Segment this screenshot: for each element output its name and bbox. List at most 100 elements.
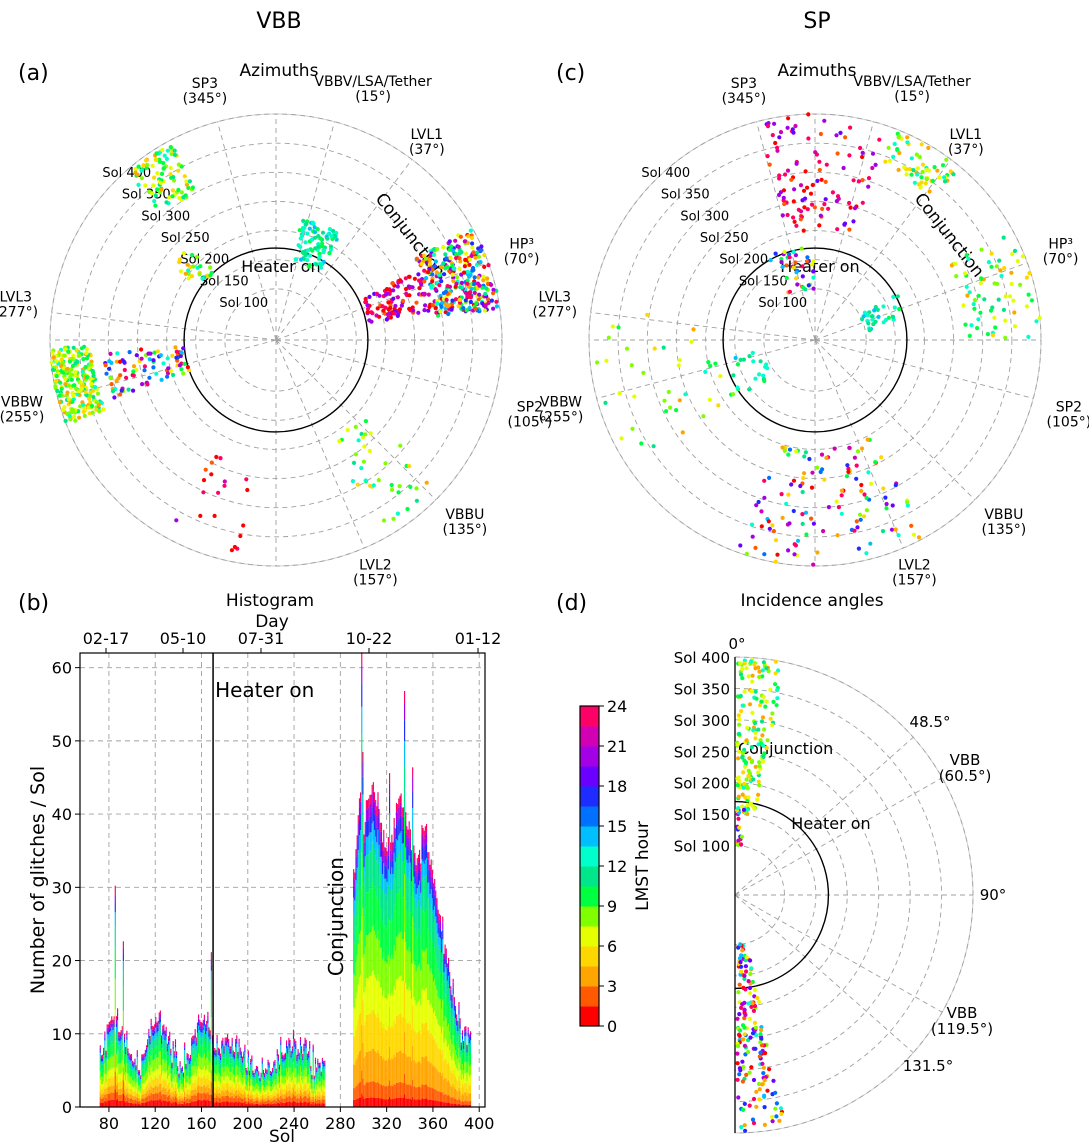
- data-point: [815, 178, 820, 183]
- histogram-bar-segment: [361, 1025, 363, 1071]
- histogram-bar-segment: [301, 1046, 303, 1049]
- histogram-bar-segment: [383, 1098, 385, 1107]
- histogram-bar-segment: [239, 1086, 241, 1093]
- histogram-bar-segment: [238, 1083, 240, 1091]
- data-point: [809, 202, 815, 207]
- histogram-bar-segment: [383, 879, 385, 913]
- histogram-bar-segment: [377, 1081, 379, 1098]
- data-point: [73, 418, 78, 423]
- histogram-bar-segment: [392, 850, 394, 861]
- histogram-bar-segment: [266, 1072, 268, 1075]
- data-point: [480, 285, 485, 290]
- histogram-bar-segment: [159, 1014, 161, 1019]
- histogram-bar-segment: [408, 987, 410, 1022]
- histogram-bar-segment: [181, 1103, 183, 1107]
- histogram-bar-segment: [242, 1062, 244, 1066]
- histogram-bar-segment: [291, 1086, 293, 1093]
- histogram-bar-segment: [194, 1100, 196, 1107]
- data-point: [821, 529, 826, 534]
- data-point: [668, 405, 673, 410]
- histogram-bar-segment: [121, 1087, 123, 1095]
- histogram-bar-segment: [166, 1046, 168, 1049]
- histogram-bar-segment: [136, 1054, 138, 1057]
- data-point: [854, 476, 859, 481]
- histogram-bar-segment: [395, 894, 398, 937]
- histogram-bar-segment: [136, 1066, 138, 1074]
- histogram-bar-segment: [202, 1030, 204, 1036]
- data-point: [767, 526, 772, 531]
- data-point: [632, 394, 637, 399]
- histogram-bar-segment: [99, 1045, 101, 1048]
- data-point: [426, 270, 431, 275]
- histogram-bar-segment: [386, 1030, 388, 1061]
- histogram-bar-segment: [136, 1056, 138, 1061]
- histogram-bar-segment: [384, 1060, 386, 1087]
- data-point: [750, 350, 755, 355]
- histogram-bar-segment: [135, 1068, 137, 1071]
- histogram-bar-segment: [125, 1080, 127, 1087]
- direction-label: HP³: [509, 237, 534, 253]
- histogram-bar-segment: [421, 1098, 423, 1107]
- histogram-bar-segment: [232, 1098, 234, 1103]
- histogram-bar-segment: [426, 1084, 428, 1099]
- histogram-bar-segment: [115, 1023, 118, 1028]
- histogram-bar-segment: [415, 971, 417, 1006]
- histogram-bar-segment: [192, 1075, 194, 1083]
- histogram-bar-segment: [251, 1069, 253, 1077]
- histogram-bar-segment: [102, 1102, 104, 1107]
- histogram-bar-segment: [353, 1035, 355, 1065]
- histogram-bar-segment: [422, 950, 424, 990]
- histogram-bar-segment: [353, 897, 355, 912]
- histogram-bar-segment: [306, 1076, 308, 1084]
- data-point: [819, 452, 825, 457]
- histogram-bar-segment: [429, 893, 431, 909]
- histogram-bar-segment: [319, 1067, 321, 1071]
- histogram-bar-segment: [402, 939, 404, 982]
- data-point: [377, 314, 382, 319]
- histogram-bar-segment: [449, 1050, 451, 1067]
- data-point: [462, 264, 467, 269]
- data-point: [870, 151, 876, 156]
- histogram-bar-segment: [393, 945, 395, 986]
- histogram-bar-segment: [364, 856, 366, 874]
- histogram-bar-segment: [353, 911, 355, 941]
- direction-angle-label: (345°): [722, 91, 767, 107]
- histogram-bar-segment: [119, 1041, 121, 1046]
- histogram-bar-segment: [187, 1083, 189, 1089]
- data-point: [144, 158, 149, 163]
- histogram-bar-segment: [305, 1096, 307, 1102]
- histogram-bar-segment: [443, 981, 445, 1000]
- histogram-bar-segment: [279, 1082, 281, 1089]
- histogram-bar-segment: [209, 1044, 211, 1052]
- data-point: [802, 454, 807, 459]
- histogram-bar-segment: [115, 1041, 118, 1055]
- histogram-bar-segment: [432, 1089, 435, 1101]
- histogram-bar-segment: [319, 1081, 321, 1088]
- histogram-bar-segment: [360, 974, 362, 1013]
- histogram-bar-segment: [419, 880, 421, 897]
- histogram-bar-segment: [389, 1080, 391, 1097]
- data-point: [383, 305, 388, 310]
- data-point: [971, 302, 976, 307]
- histogram-bar-segment: [427, 1099, 429, 1107]
- radial-grid-ring: [107, 171, 445, 509]
- histogram-bar-segment: [295, 1043, 297, 1047]
- histogram-bar-segment: [404, 1094, 406, 1107]
- data-point: [446, 311, 451, 317]
- histogram-bar-segment: [406, 826, 408, 835]
- data-point: [1003, 318, 1008, 323]
- histogram-bar-segment: [156, 1058, 158, 1070]
- histogram-bar-segment: [280, 1101, 282, 1107]
- histogram-bar-segment: [122, 1093, 124, 1107]
- histogram-bar-segment: [415, 872, 417, 882]
- histogram-bar-segment: [230, 1102, 232, 1107]
- histogram-bar-segment: [115, 1016, 118, 1020]
- histogram-bar-segment: [236, 1089, 238, 1096]
- histogram-bar-segment: [367, 837, 369, 856]
- histogram-bar-segment: [298, 1094, 300, 1099]
- histogram-bar-segment: [430, 859, 432, 867]
- data-point: [870, 165, 875, 171]
- data-point: [171, 372, 176, 378]
- histogram-bar-segment: [170, 1059, 172, 1065]
- histogram-bar-segment: [439, 949, 442, 973]
